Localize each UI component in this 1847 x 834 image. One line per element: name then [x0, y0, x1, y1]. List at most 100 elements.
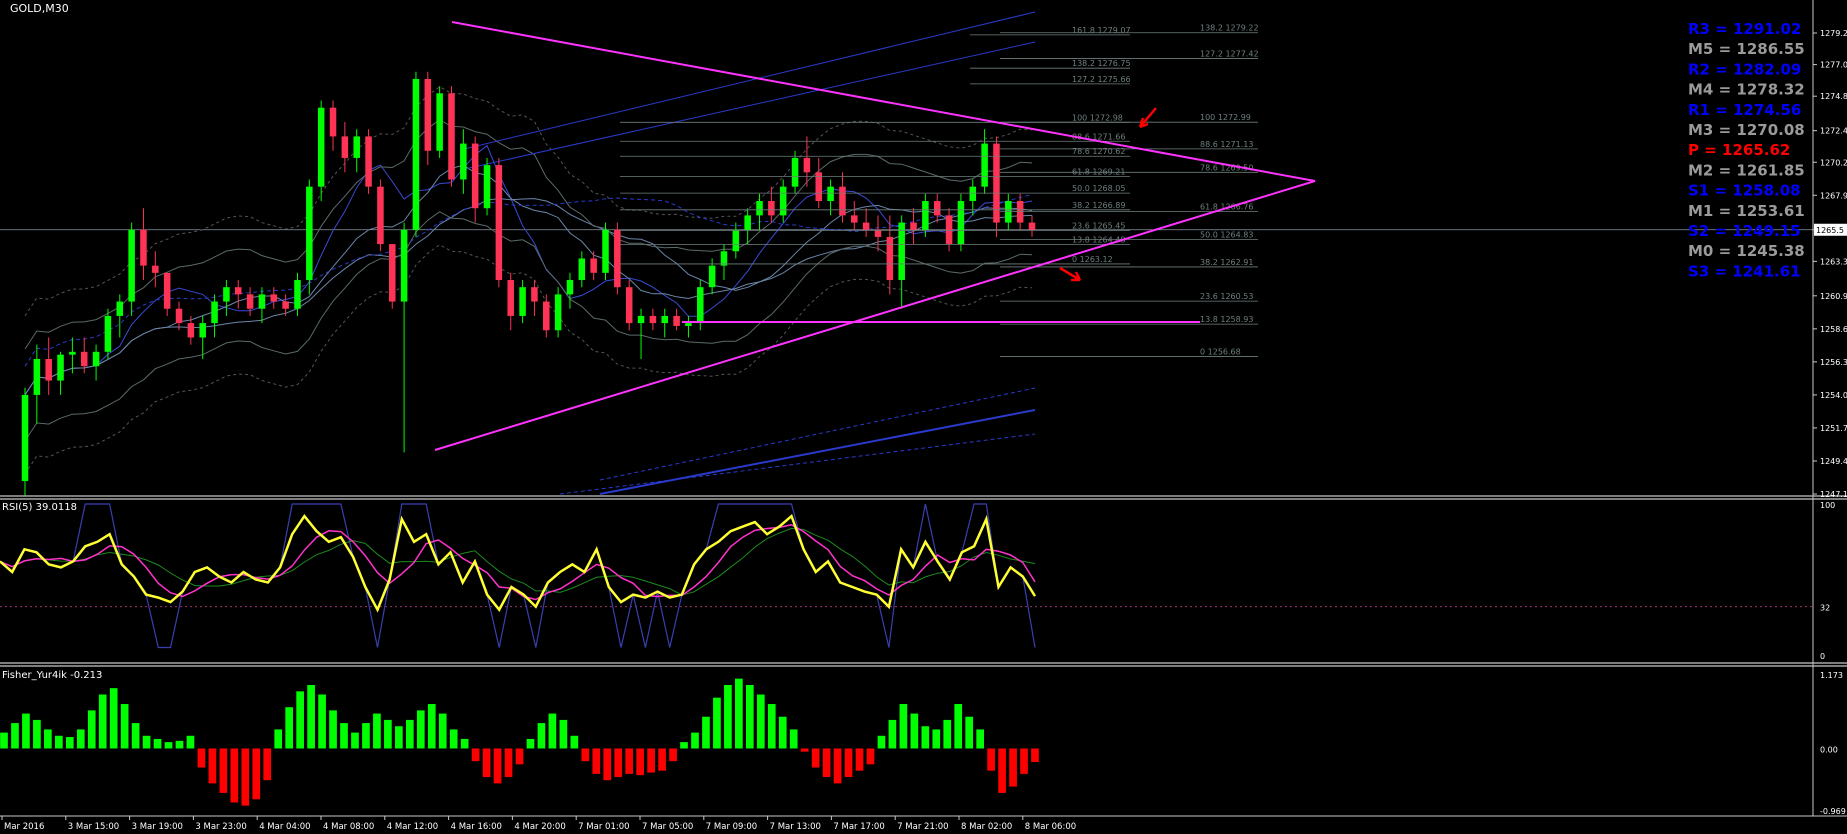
rsi-pane[interactable] [0, 503, 1813, 649]
current-price-label: 1265.5 [1816, 226, 1844, 235]
fisher-bar [230, 748, 239, 803]
candle-body [862, 222, 870, 230]
rsi-tick-label: 100 [1820, 501, 1835, 510]
candle-body [602, 229, 609, 273]
fib-level-label: 138.2 1279.22 [1200, 24, 1259, 33]
fib-level-label: 88.6 1271.13 [1200, 140, 1253, 149]
candle-body [531, 287, 538, 302]
candle-body [460, 143, 467, 180]
candle-body [732, 229, 740, 252]
fib-level-label: 127.2 1277.42 [1200, 50, 1259, 59]
candle-body [720, 251, 728, 266]
moving-average-line [24, 198, 1033, 396]
candle-body [578, 258, 586, 281]
fisher-bar [636, 748, 644, 776]
fisher-bar [175, 740, 184, 749]
fisher-bar [603, 748, 612, 781]
candle-body [625, 287, 633, 324]
fib-level-label: 161.8 1279.07 [1072, 26, 1131, 35]
pivot-levels-panel: R3 = 1291.02 M5 = 1286.55 R2 = 1282.09 M4 =… [1688, 20, 1805, 280]
candle-body [483, 165, 491, 209]
candle-body [353, 136, 360, 158]
candle-body [317, 107, 325, 187]
fisher-bar [1009, 748, 1017, 787]
fisher-bar [702, 716, 710, 749]
fisher-tick-label: 1.173 [1820, 671, 1843, 680]
fisher-bar [899, 704, 908, 749]
price-pane[interactable] [0, 11, 1813, 496]
channel-upper-line [459, 41, 1036, 171]
fisher-bar [504, 748, 513, 778]
fisher-bar [965, 716, 974, 749]
candle-body [282, 301, 289, 309]
fisher-bar [471, 748, 480, 762]
price-tick-label: 1260.9 [1820, 292, 1847, 301]
fisher-bar [493, 748, 502, 784]
candle-body [933, 201, 941, 216]
candle-body [21, 394, 29, 482]
time-tick-label: 4 Mar 16:00 [451, 822, 502, 832]
candle-body [886, 236, 894, 281]
moving-average-line [24, 144, 1033, 396]
fisher-bar [866, 748, 875, 765]
candle-body [448, 93, 455, 180]
candle-body [69, 351, 76, 355]
price-tick-label: 1254.0 [1820, 391, 1847, 400]
price-tick-label: 1267.9 [1820, 191, 1847, 200]
fisher-bar [142, 735, 151, 749]
fisher-bar [219, 748, 228, 793]
candle-body [92, 351, 100, 367]
candle-body [993, 143, 1000, 223]
fisher-bar [252, 748, 261, 800]
time-tick-label: 4 Mar 04:00 [259, 822, 310, 832]
fisher-bar [22, 713, 30, 749]
candle-body [199, 323, 206, 338]
moving-average-line [24, 164, 1033, 396]
pivot-level-label: M0 = 1245.38 [1688, 242, 1805, 260]
price-tick-label: 1256.3 [1820, 358, 1847, 367]
candle-body [424, 78, 432, 151]
fisher-bar [340, 723, 348, 749]
candle-body [851, 215, 858, 223]
candle-body [744, 215, 751, 230]
candle-body [981, 143, 988, 187]
red-arrow-icon [1059, 266, 1082, 282]
moving-average-line [24, 119, 1033, 350]
time-tick-label: 3 Mar 15:00 [68, 822, 119, 832]
fisher-bar [844, 748, 853, 778]
candle-body [697, 287, 704, 324]
fisher-tick-label: 0.00 [1820, 745, 1838, 754]
fisher-bar [855, 748, 864, 771]
fisher-bar [44, 729, 52, 749]
fisher-bar [384, 719, 392, 749]
candle-body [768, 201, 775, 216]
fisher-bar [724, 684, 732, 749]
pivot-level-label: M1 = 1253.61 [1688, 202, 1805, 220]
fisher-bar [362, 723, 370, 749]
fisher-tick-label: -0.969 [1820, 807, 1846, 816]
candle-body [637, 315, 645, 324]
fib-level-label: 0 1256.68 [1200, 347, 1241, 356]
fisher-bar [318, 694, 326, 749]
rsi-signal-line [0, 524, 1036, 601]
fib-level-label: 127.2 1275.66 [1072, 75, 1131, 84]
fisher-bar [449, 729, 458, 749]
fisher-bar [197, 748, 206, 768]
fisher-pane[interactable] [0, 678, 1039, 806]
fisher-bar [526, 738, 535, 749]
candle-body [329, 107, 337, 137]
candle-body [187, 323, 195, 338]
fisher-bar [274, 729, 283, 749]
candle-body [803, 157, 811, 173]
price-tick-label: 1258.6 [1820, 325, 1847, 334]
time-tick-label: Mar 2016 [4, 822, 44, 832]
fisher-bar [548, 713, 557, 749]
candle-body [234, 287, 242, 295]
fisher-bar [713, 697, 721, 749]
candle-body [554, 294, 562, 331]
candle-body [957, 201, 965, 245]
fisher-bar [329, 710, 337, 749]
fisher-bar [658, 748, 666, 771]
candle-body [365, 136, 372, 187]
triangle-upper-line [451, 21, 1316, 182]
